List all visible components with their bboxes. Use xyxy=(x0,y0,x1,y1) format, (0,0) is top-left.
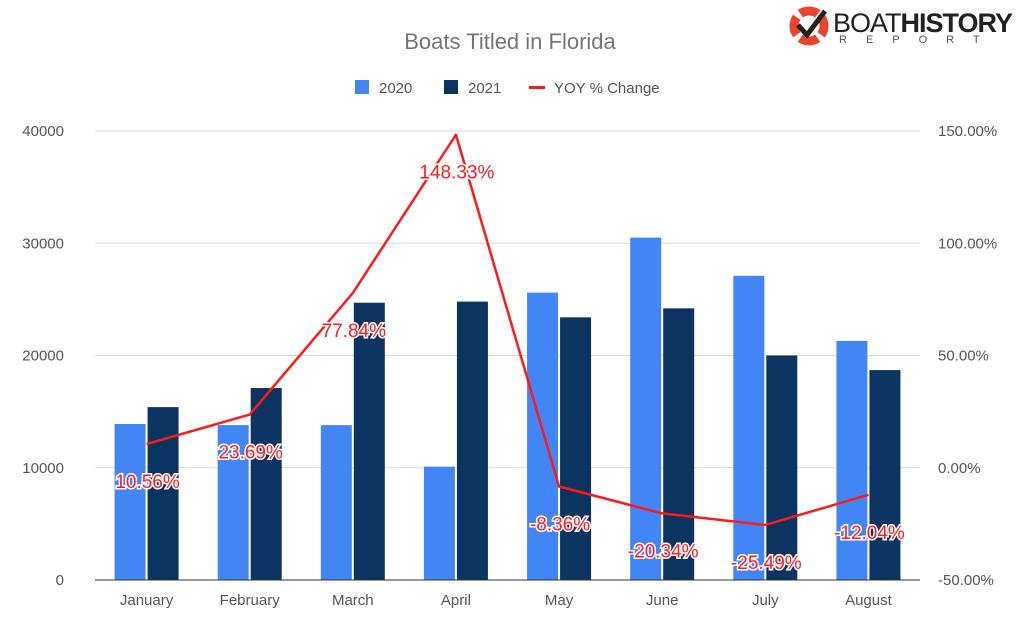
x-tick-label: August xyxy=(845,592,893,609)
y-right-tick-label: 100.00% xyxy=(938,235,997,252)
bar-2021-march xyxy=(353,302,385,580)
bar-2021-june xyxy=(663,308,695,580)
y-right-tick-label: 150.00% xyxy=(938,123,997,140)
bar-2020-april xyxy=(423,466,455,580)
bar-2020-january xyxy=(114,423,146,580)
x-tick-label: May xyxy=(545,592,574,609)
data-label-yoy: -20.34% xyxy=(628,541,699,562)
bar-2020-august xyxy=(836,340,868,580)
boat-history-report-logo: BOATHISTORY REPORT xyxy=(789,6,1019,46)
x-tick-label: February xyxy=(220,592,281,609)
logo-subtext: REPORT xyxy=(839,34,999,46)
y-left-tick-label: 20000 xyxy=(22,348,64,365)
y-left-tick-label: 40000 xyxy=(22,123,64,140)
bar-2021-january xyxy=(147,407,179,580)
data-label-yoy: 10.56% xyxy=(115,472,180,493)
x-tick-label: April xyxy=(441,592,471,609)
x-tick-label: July xyxy=(752,592,779,609)
data-label-yoy: 23.69% xyxy=(218,443,283,464)
data-label-yoy: -25.49% xyxy=(731,553,802,574)
yoy-line xyxy=(146,133,869,527)
legend-label-yoy: YOY % Change xyxy=(554,80,660,97)
data-label-yoy: 77.84% xyxy=(322,321,387,342)
y-right-tick-label: -50.00% xyxy=(938,572,994,589)
x-tick-label: June xyxy=(646,592,679,609)
bar-2021-may xyxy=(560,317,592,580)
bar-2021-july xyxy=(766,355,798,580)
bar-2021-april xyxy=(456,301,488,580)
y-right-tick-label: 0.00% xyxy=(938,460,981,477)
y-left-tick-label: 30000 xyxy=(22,235,64,252)
data-label-yoy: -12.04% xyxy=(834,523,905,544)
bar-2020-may xyxy=(527,292,559,580)
legend-label-2021: 2021 xyxy=(468,80,501,97)
x-tick-label: January xyxy=(120,592,174,609)
bar-2020-july xyxy=(733,275,765,580)
legend-swatch-2021 xyxy=(444,80,458,94)
legend: 2020 2021 YOY % Change xyxy=(355,80,660,97)
lifebuoy-check-icon xyxy=(789,6,829,46)
data-label-yoy: 148.33% xyxy=(419,163,494,184)
y-left-tick-label: 0 xyxy=(56,572,64,589)
bar-2020-february xyxy=(217,425,249,580)
bar-2021-february xyxy=(250,388,282,580)
bar-2021-august xyxy=(869,370,901,580)
y-left-tick-label: 10000 xyxy=(22,460,64,477)
x-tick-label: March xyxy=(332,592,374,609)
legend-swatch-yoy xyxy=(529,86,545,89)
legend-label-2020: 2020 xyxy=(379,80,412,97)
bar-2020-june xyxy=(630,237,662,580)
data-label-yoy: -8.36% xyxy=(530,515,590,536)
y-right-tick-label: 50.00% xyxy=(938,348,989,365)
legend-swatch-2020 xyxy=(355,80,369,94)
bar-2020-march xyxy=(320,425,352,580)
chart-title: Boats Titled in Florida xyxy=(404,29,616,54)
logo-text: BOATHISTORY xyxy=(833,8,1013,38)
